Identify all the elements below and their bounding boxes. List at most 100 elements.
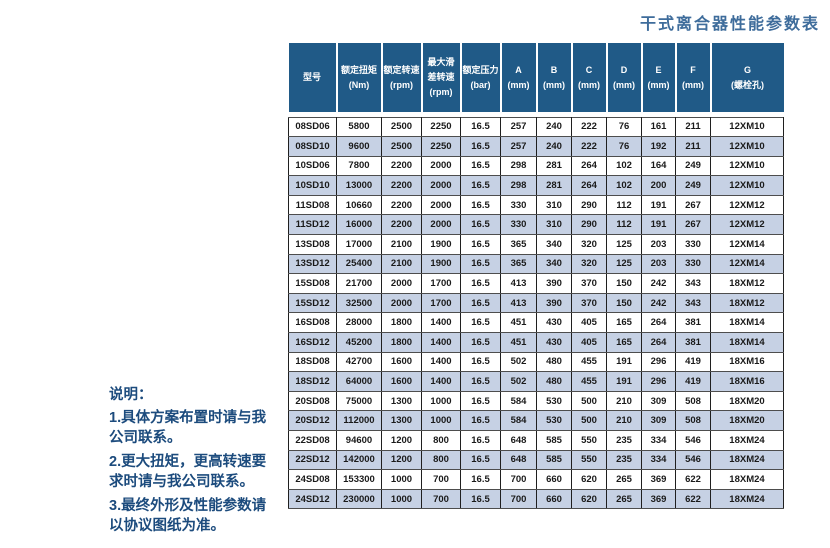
value-cell: 2200: [381, 194, 422, 216]
value-cell: 12XM10: [710, 116, 784, 138]
header-cell-line: (mm): [507, 79, 530, 90]
value-cell: 200: [641, 175, 676, 196]
header-cell-line: 型号: [302, 72, 321, 82]
header-cell-line: (mm): [543, 79, 565, 90]
header-cell-line: G: [743, 64, 751, 75]
value-cell: 585: [536, 449, 572, 471]
model-cell: 22SD08: [288, 430, 337, 451]
value-cell: 18XM14: [710, 312, 784, 334]
value-cell: 222: [571, 116, 607, 138]
value-cell: 2000: [421, 214, 461, 236]
value-cell: 1600: [381, 371, 422, 392]
value-cell: 1200: [381, 449, 422, 471]
value-cell: 584: [500, 410, 537, 431]
value-cell: 370: [571, 273, 607, 294]
header-cell-line: E: [655, 64, 662, 75]
value-cell: 660: [536, 488, 572, 510]
value-cell: 2200: [381, 214, 422, 236]
model-cell: 10SD06: [288, 155, 337, 177]
value-cell: 309: [641, 410, 676, 431]
value-cell: 298: [500, 175, 537, 196]
value-cell: 12XM10: [710, 175, 784, 196]
value-cell: 16.5: [460, 253, 501, 275]
value-cell: 16.5: [460, 390, 501, 412]
value-cell: 480: [536, 371, 572, 392]
note-line: 3.最终外形及性能参数请: [109, 498, 267, 514]
header-cell-model: 型号: [288, 43, 338, 112]
value-cell: 211: [675, 136, 711, 157]
table-row: 10SD06 7800 2200 2000 16.5 298 281 264 102 164 249…: [288, 155, 784, 177]
model-cell: 08SD06: [288, 116, 337, 138]
page-title: 干式离合器性能参数表: [639, 16, 820, 33]
value-cell: 165: [606, 312, 642, 334]
value-cell: 76: [606, 136, 642, 157]
value-cell: 330: [500, 214, 537, 236]
note-line: 2.更大扭矩，更高转速要: [109, 454, 267, 470]
value-cell: 165: [606, 332, 642, 353]
value-cell: 32500: [336, 292, 382, 314]
value-cell: 330: [675, 253, 711, 275]
header-cell-dim-g: G (螺栓孔): [710, 43, 784, 112]
value-cell: 700: [500, 469, 537, 490]
header-cell-dim-c: C (mm): [571, 43, 608, 112]
table-row: 20SD08 75000 1300 1000 16.5 584 530 500 210 309 50…: [288, 390, 784, 412]
header-cell-max-slip-speed: 最大滑 差转速 (rpm): [421, 43, 462, 112]
value-cell: 5800: [336, 116, 382, 138]
model-cell: 10SD10: [288, 175, 337, 196]
value-cell: 16.5: [460, 351, 501, 373]
header-cell-line: (Nm): [348, 79, 370, 90]
value-cell: 340: [536, 234, 572, 255]
note-item: 3.最终外形及性能参数请 以协议图纸为准。: [109, 496, 295, 536]
header-cell-rated-pressure: 额定压力 (bar): [460, 43, 502, 112]
model-cell: 18SD12: [288, 371, 337, 392]
value-cell: 800: [421, 430, 461, 451]
value-cell: 310: [536, 194, 572, 216]
value-cell: 550: [571, 430, 607, 451]
value-cell: 1700: [421, 273, 461, 294]
value-cell: 1600: [381, 351, 422, 373]
model-cell: 15SD08: [288, 273, 337, 294]
value-cell: 112: [606, 194, 642, 216]
note-item: 2.更大扭矩，更高转速要 求时请与我公司联系。: [109, 452, 295, 492]
value-cell: 660: [536, 469, 572, 490]
value-cell: 1900: [421, 253, 461, 275]
value-cell: 530: [536, 390, 572, 412]
value-cell: 584: [500, 390, 537, 412]
value-cell: 76: [606, 116, 642, 138]
header-cell-line: (mm): [682, 79, 704, 90]
table-row: 24SD12 230000 1000 700 16.5 700 660 620 265 369 62…: [288, 488, 784, 510]
note-item: 1.具体方案布置时请与我 公司联系。: [109, 408, 295, 448]
value-cell: 298: [500, 155, 537, 177]
value-cell: 16.5: [460, 371, 501, 392]
model-cell: 08SD10: [288, 136, 337, 157]
value-cell: 390: [536, 292, 572, 314]
model-cell: 18SD08: [288, 351, 337, 373]
value-cell: 281: [536, 175, 572, 196]
value-cell: 16.5: [460, 194, 501, 216]
value-cell: 125: [606, 253, 642, 275]
value-cell: 2250: [421, 136, 461, 157]
value-cell: 585: [536, 430, 572, 451]
value-cell: 405: [571, 332, 607, 353]
value-cell: 102: [606, 175, 642, 196]
value-cell: 210: [606, 390, 642, 412]
value-cell: 508: [675, 410, 711, 431]
value-cell: 800: [421, 449, 461, 471]
value-cell: 648: [500, 430, 537, 451]
value-cell: 64000: [336, 371, 382, 392]
value-cell: 1300: [381, 390, 422, 412]
value-cell: 369: [641, 469, 676, 490]
table-row: 10SD10 13000 2200 2000 16.5 298 281 264 102 200 24…: [288, 175, 784, 196]
header-cell-line: A: [515, 64, 522, 75]
table-row: 11SD12 16000 2200 2000 16.5 330 310 290 112 191 26…: [288, 214, 784, 236]
value-cell: 112000: [336, 410, 382, 431]
value-cell: 191: [641, 214, 676, 236]
value-cell: 25400: [336, 253, 382, 275]
value-cell: 102: [606, 155, 642, 177]
value-cell: 18XM20: [710, 390, 784, 412]
value-cell: 1900: [421, 234, 461, 255]
value-cell: 150: [606, 273, 642, 294]
value-cell: 7800: [336, 155, 382, 177]
model-cell: 11SD12: [288, 214, 337, 236]
value-cell: 18XM16: [710, 371, 784, 392]
